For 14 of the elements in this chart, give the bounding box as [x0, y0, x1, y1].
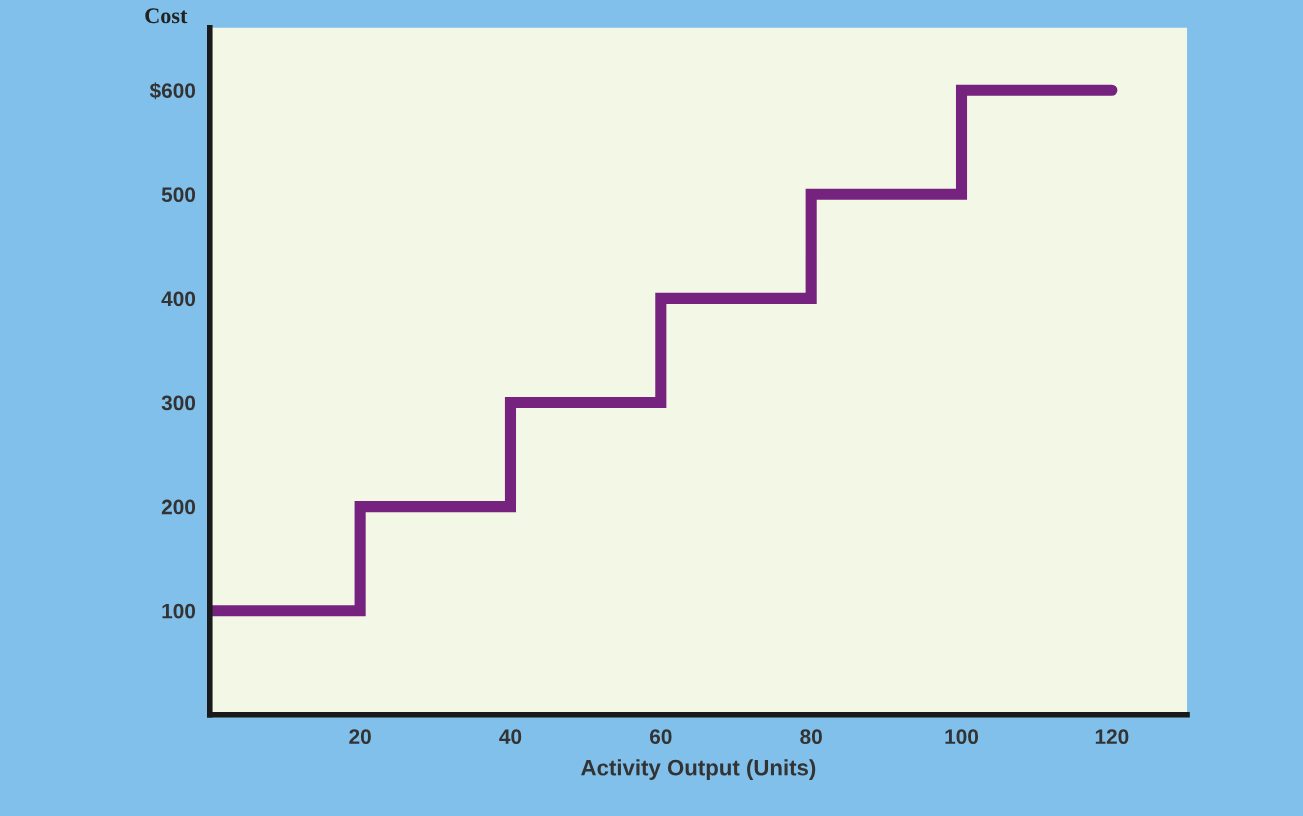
- y-tick-label: 300: [161, 395, 196, 411]
- x-tick-label: 40: [499, 729, 522, 745]
- y-tick-label: 100: [162, 603, 196, 619]
- x-tick-label: 120: [1095, 729, 1129, 745]
- x-tick-label: 100: [945, 729, 979, 745]
- y-tick-label: 400: [161, 291, 196, 307]
- y-tick-label: 500: [161, 187, 196, 203]
- y-axis-title: Cost: [145, 8, 188, 24]
- x-tick-label: 20: [349, 729, 371, 745]
- x-tick-label: 60: [650, 729, 672, 745]
- y-tick-label: $600: [149, 82, 196, 100]
- x-tick-label: 80: [800, 729, 822, 745]
- y-tick-label: 200: [161, 499, 196, 515]
- x-axis-title: Activity Output (Units): [581, 759, 816, 780]
